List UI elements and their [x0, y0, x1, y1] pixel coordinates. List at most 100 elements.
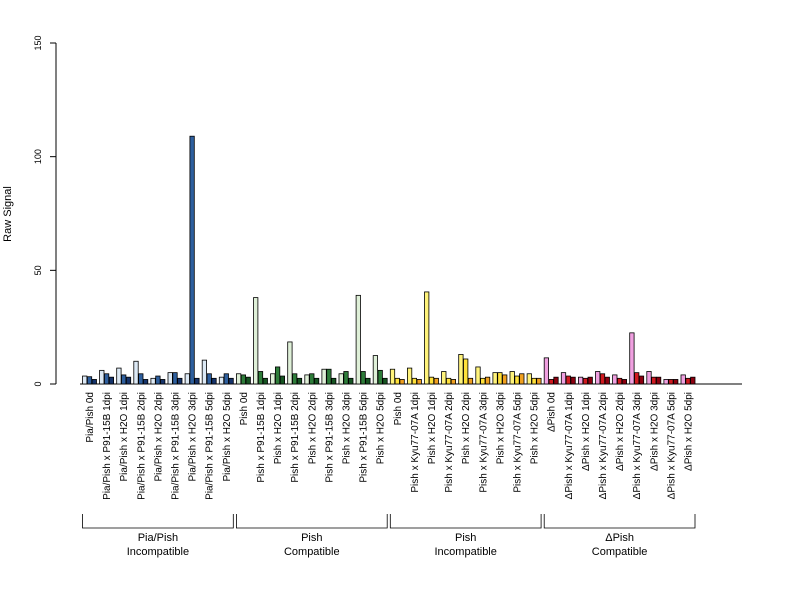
bar: [536, 377, 542, 385]
bar: [668, 379, 674, 385]
bar: [155, 375, 161, 385]
bar: [646, 371, 652, 385]
bar: [304, 374, 310, 385]
bar: [125, 376, 132, 385]
group-brackets: Pia/Pish Incompatible Pish Compatible Pish In…: [82, 514, 696, 558]
bar: [313, 377, 320, 385]
bar: [142, 379, 149, 385]
y-axis: 0 50 100 150: [33, 35, 57, 387]
bar: [663, 379, 669, 385]
bar: [680, 374, 686, 385]
bar: [565, 375, 571, 385]
bar: [82, 375, 88, 385]
bar: [194, 377, 200, 385]
bar: [531, 377, 537, 385]
x-tick-label: Pish x Kyu77-07A 5dpi: [513, 392, 524, 493]
bar: [553, 376, 559, 385]
bar: [509, 371, 515, 385]
bar: [189, 135, 195, 385]
x-tick-label: Pish x H2O 5dpi: [376, 392, 387, 464]
bar: [458, 354, 464, 385]
bar: [475, 366, 481, 385]
bar: [274, 366, 281, 385]
bar: [206, 373, 212, 385]
x-tick-label: ΔPish 0d: [547, 392, 558, 432]
bar: [595, 371, 601, 385]
y-tick-label: 50: [33, 265, 43, 275]
bar: [578, 376, 584, 385]
x-tick-label: Pish x P91-15B 3dpi: [324, 392, 335, 483]
bar: [167, 372, 173, 385]
bar: [338, 373, 344, 385]
bar: [240, 374, 246, 385]
x-tick-label: ΔPish x H2O 1dpi: [581, 392, 592, 471]
group-sublabel: Compatible: [592, 546, 648, 558]
bar: [228, 377, 234, 385]
bar: [484, 376, 491, 385]
bar: [441, 371, 447, 385]
x-tick-label: Pish x Kyu77-07A 1dpi: [410, 392, 421, 493]
group-bracket: [82, 514, 234, 529]
bar: [270, 373, 276, 385]
x-tick-label: Pia/Pish 0d: [85, 392, 96, 443]
bar: [450, 379, 457, 385]
bar: [543, 357, 550, 385]
x-tick-label: Pia/Pish x P91-15B 1dpi: [102, 392, 113, 500]
bar: [548, 379, 554, 385]
bar: [428, 376, 435, 385]
bar: [445, 377, 452, 385]
y-axis-label: Raw Signal: [2, 186, 14, 242]
x-tick-label: Pish 0d: [239, 392, 250, 425]
bar: [612, 374, 618, 385]
bar: [406, 367, 413, 385]
bar: [617, 377, 623, 385]
x-tick-label: Pish x H2O 1dpi: [273, 392, 284, 464]
bar: [279, 375, 286, 385]
bar: [382, 377, 388, 385]
group-sublabel: Compatible: [284, 546, 340, 558]
bar: [160, 379, 166, 385]
group-bracket: [236, 514, 388, 529]
bar: [634, 372, 640, 385]
x-tick-label: ΔPish x Kyu77-07A 2dpi: [598, 392, 609, 499]
bar: [287, 341, 293, 385]
bars: [82, 135, 696, 385]
bar: [673, 379, 679, 385]
bar: [690, 376, 696, 385]
bar: [292, 373, 298, 385]
bar: [262, 377, 268, 385]
bar: [651, 376, 657, 385]
x-tick-label: Pia/Pish x P91-15B 2dpi: [136, 392, 147, 500]
bar: [104, 373, 110, 385]
bar: [116, 367, 122, 385]
x-tick-label: Pia/Pish x P91-15B 3dpi: [171, 392, 182, 500]
bar: [638, 375, 645, 385]
x-tick-label: Pish x H2O 2dpi: [461, 392, 472, 464]
bar: [480, 377, 486, 385]
y-tick-label: 100: [33, 149, 43, 164]
bar: [343, 371, 349, 385]
bar: [621, 379, 628, 385]
bar: [331, 377, 337, 385]
bar: [416, 379, 422, 385]
x-tick-label: Pish x P91-15B 2dpi: [290, 392, 301, 483]
bar: [433, 377, 439, 385]
x-tick-label: Pia/Pish x H2O 3dpi: [188, 392, 199, 482]
bar: [560, 372, 567, 385]
bar: [502, 374, 508, 385]
bar: [377, 369, 383, 385]
bar: [587, 376, 593, 385]
bar: [201, 359, 207, 385]
x-tick-label: Pish x Kyu77-07A 2dpi: [444, 392, 455, 493]
bar: [514, 375, 520, 385]
bar: [86, 376, 93, 385]
group-sublabel: Incompatible: [435, 546, 497, 558]
bar: [91, 379, 97, 385]
x-tick-label: ΔPish x Kyu77-07A 5dpi: [666, 392, 677, 499]
x-tick-label: Pia/Pish x H2O 2dpi: [153, 392, 164, 482]
bar: [526, 373, 532, 385]
bar: [497, 372, 503, 385]
group-label: Pish: [455, 532, 476, 544]
x-tick-label: Pish x H2O 2dpi: [307, 392, 318, 464]
